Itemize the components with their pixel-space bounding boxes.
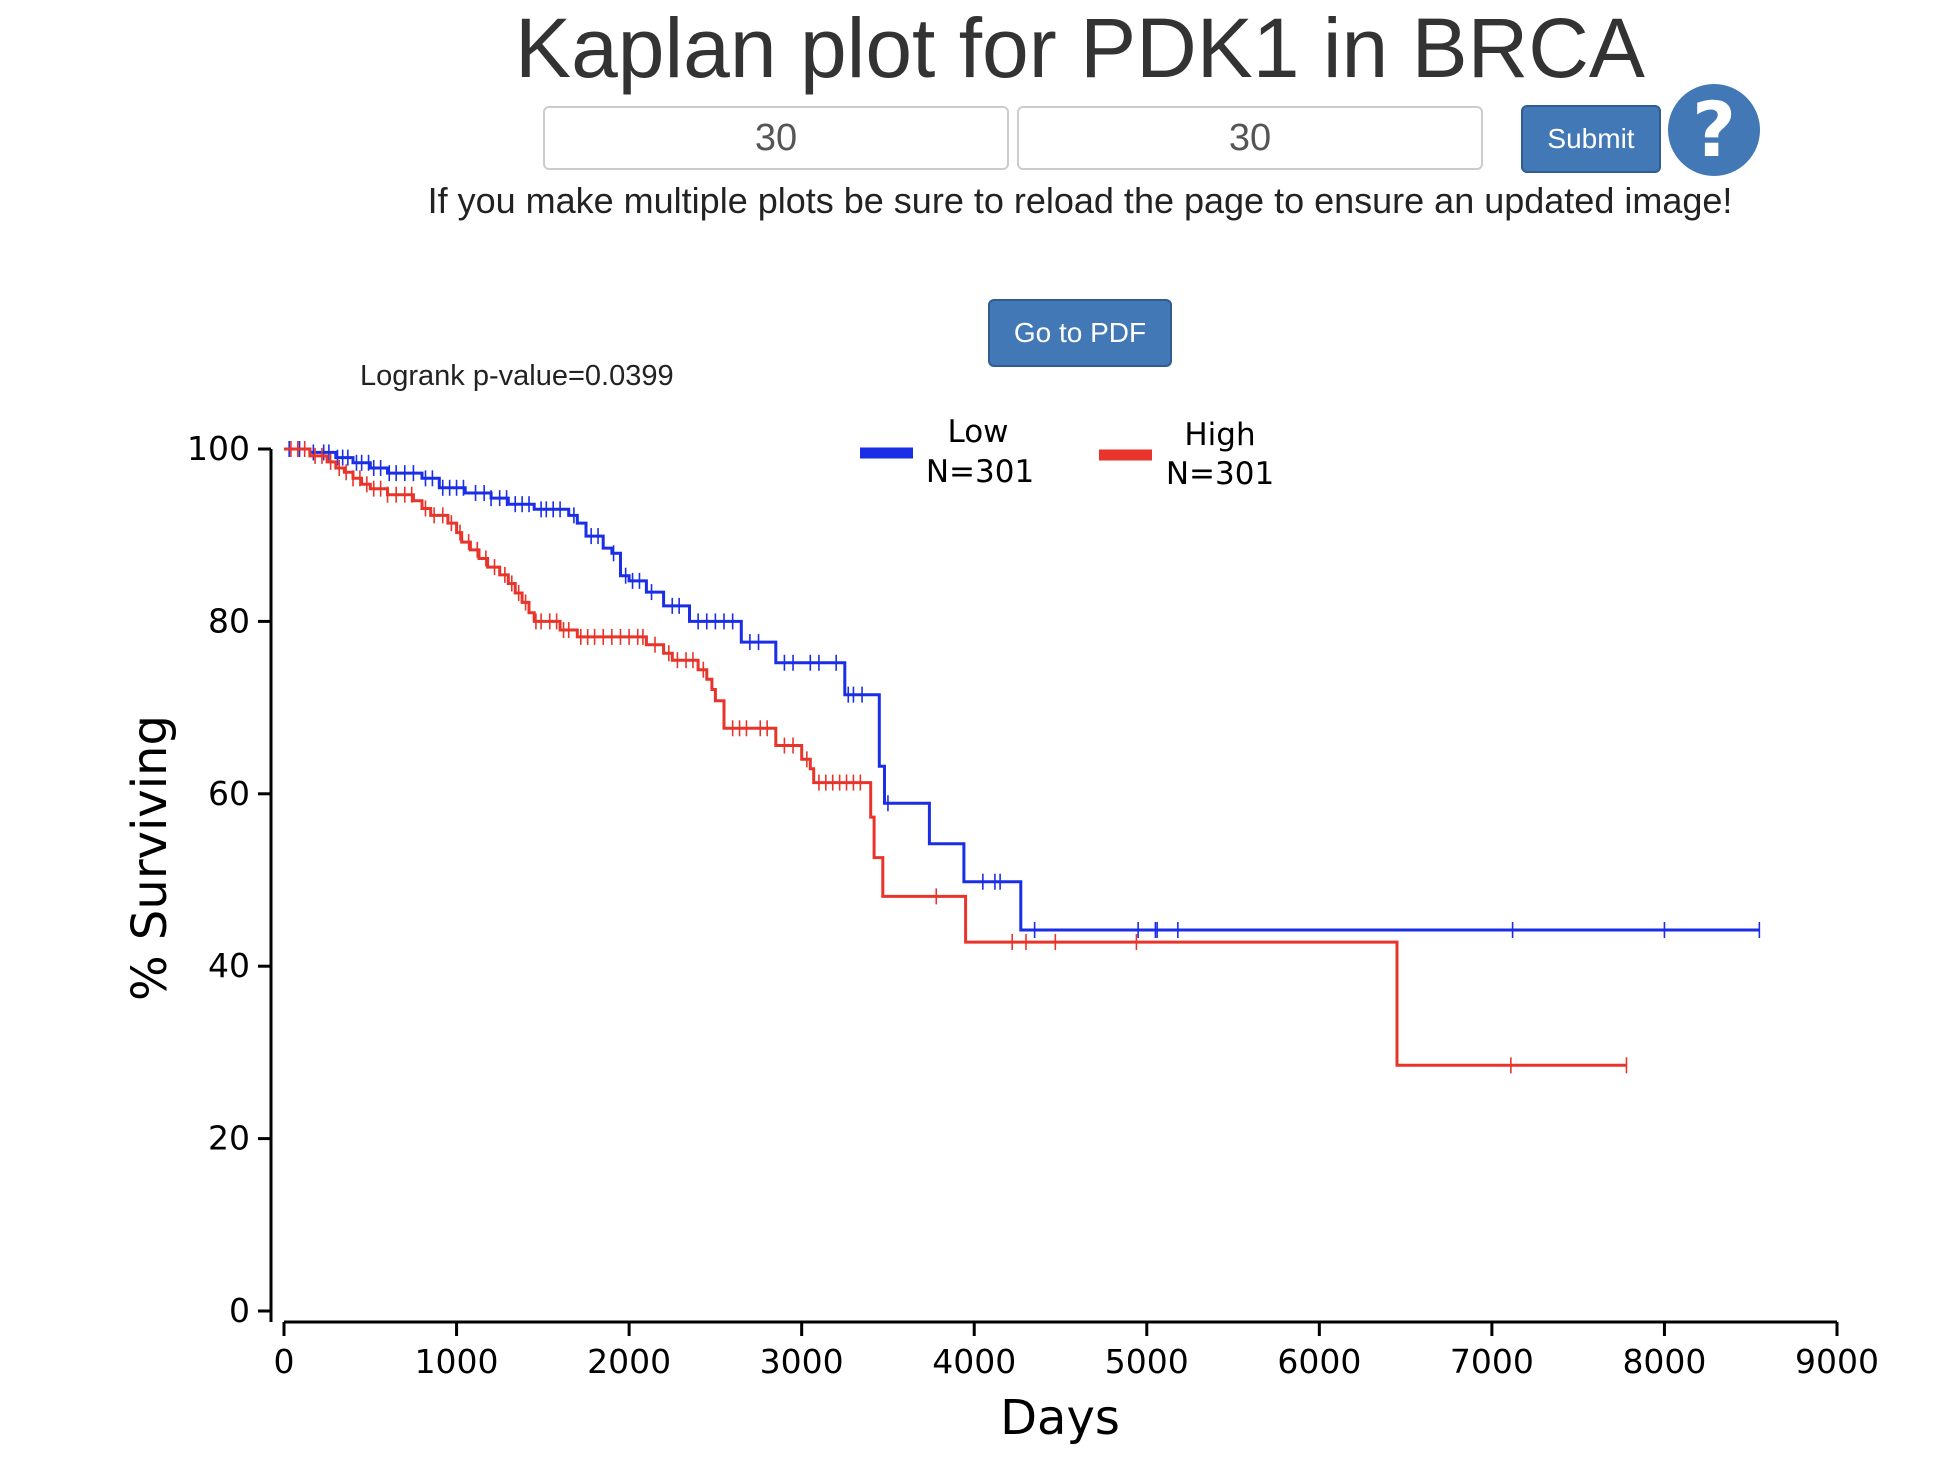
y-axis-label: % Surviving	[122, 715, 178, 1001]
legend-n-low: N=301	[926, 454, 1034, 490]
y-tick-label: 20	[208, 1119, 250, 1158]
x-tick-label: 3000	[760, 1342, 844, 1381]
x-ticks: 0 1000 2000 3000 4000 5000 6000 7000 8000 9000	[274, 1322, 1879, 1381]
y-tick-label: 60	[208, 774, 250, 813]
y-tick-label: 80	[208, 601, 250, 640]
x-axis-label: Days	[1000, 1390, 1120, 1446]
censor-marks-low	[288, 441, 1761, 938]
legend-label-low: Low	[947, 414, 1008, 450]
go-to-pdf-button[interactable]: Go to PDF	[988, 299, 1172, 367]
y-ticks: 0 20 40 60 80 100	[187, 429, 271, 1330]
legend-label-high: High	[1184, 417, 1255, 453]
question-circle-icon[interactable]: ?	[1668, 84, 1760, 176]
x-tick-label: 9000	[1795, 1342, 1879, 1381]
x-tick-label: 5000	[1105, 1342, 1189, 1381]
upper-percentile-input[interactable]	[1017, 106, 1483, 170]
x-tick-label: 8000	[1622, 1342, 1706, 1381]
survival-curve-high	[284, 447, 1627, 1067]
page-title: Kaplan plot for PDK1 in BRCA	[515, 1, 1645, 95]
y-tick-label: 40	[208, 946, 250, 985]
censor-marks-high	[290, 441, 1628, 1074]
x-tick-label: 4000	[932, 1342, 1016, 1381]
legend-entry-high: High N=301	[1099, 417, 1274, 492]
x-tick-label: 7000	[1450, 1342, 1534, 1381]
y-tick-label: 100	[187, 429, 250, 468]
logrank-annotation: Logrank p-value=0.0399	[360, 360, 674, 392]
survival-curve-low	[284, 447, 1760, 932]
survival-curves	[284, 441, 1761, 1074]
legend-n-high: N=301	[1166, 456, 1274, 492]
x-tick-label: 6000	[1277, 1342, 1361, 1381]
lower-percentile-input[interactable]	[543, 106, 1009, 170]
submit-button[interactable]: Submit	[1521, 105, 1661, 173]
legend: Low N=301 High N=301	[860, 414, 1274, 492]
x-tick-label: 0	[274, 1342, 295, 1381]
legend-entry-low: Low N=301	[860, 414, 1034, 490]
reload-notice: If you make multiple plots be sure to re…	[427, 180, 1733, 221]
y-tick-label: 0	[229, 1291, 250, 1330]
x-tick-label: 1000	[415, 1342, 499, 1381]
x-tick-label: 2000	[587, 1342, 671, 1381]
